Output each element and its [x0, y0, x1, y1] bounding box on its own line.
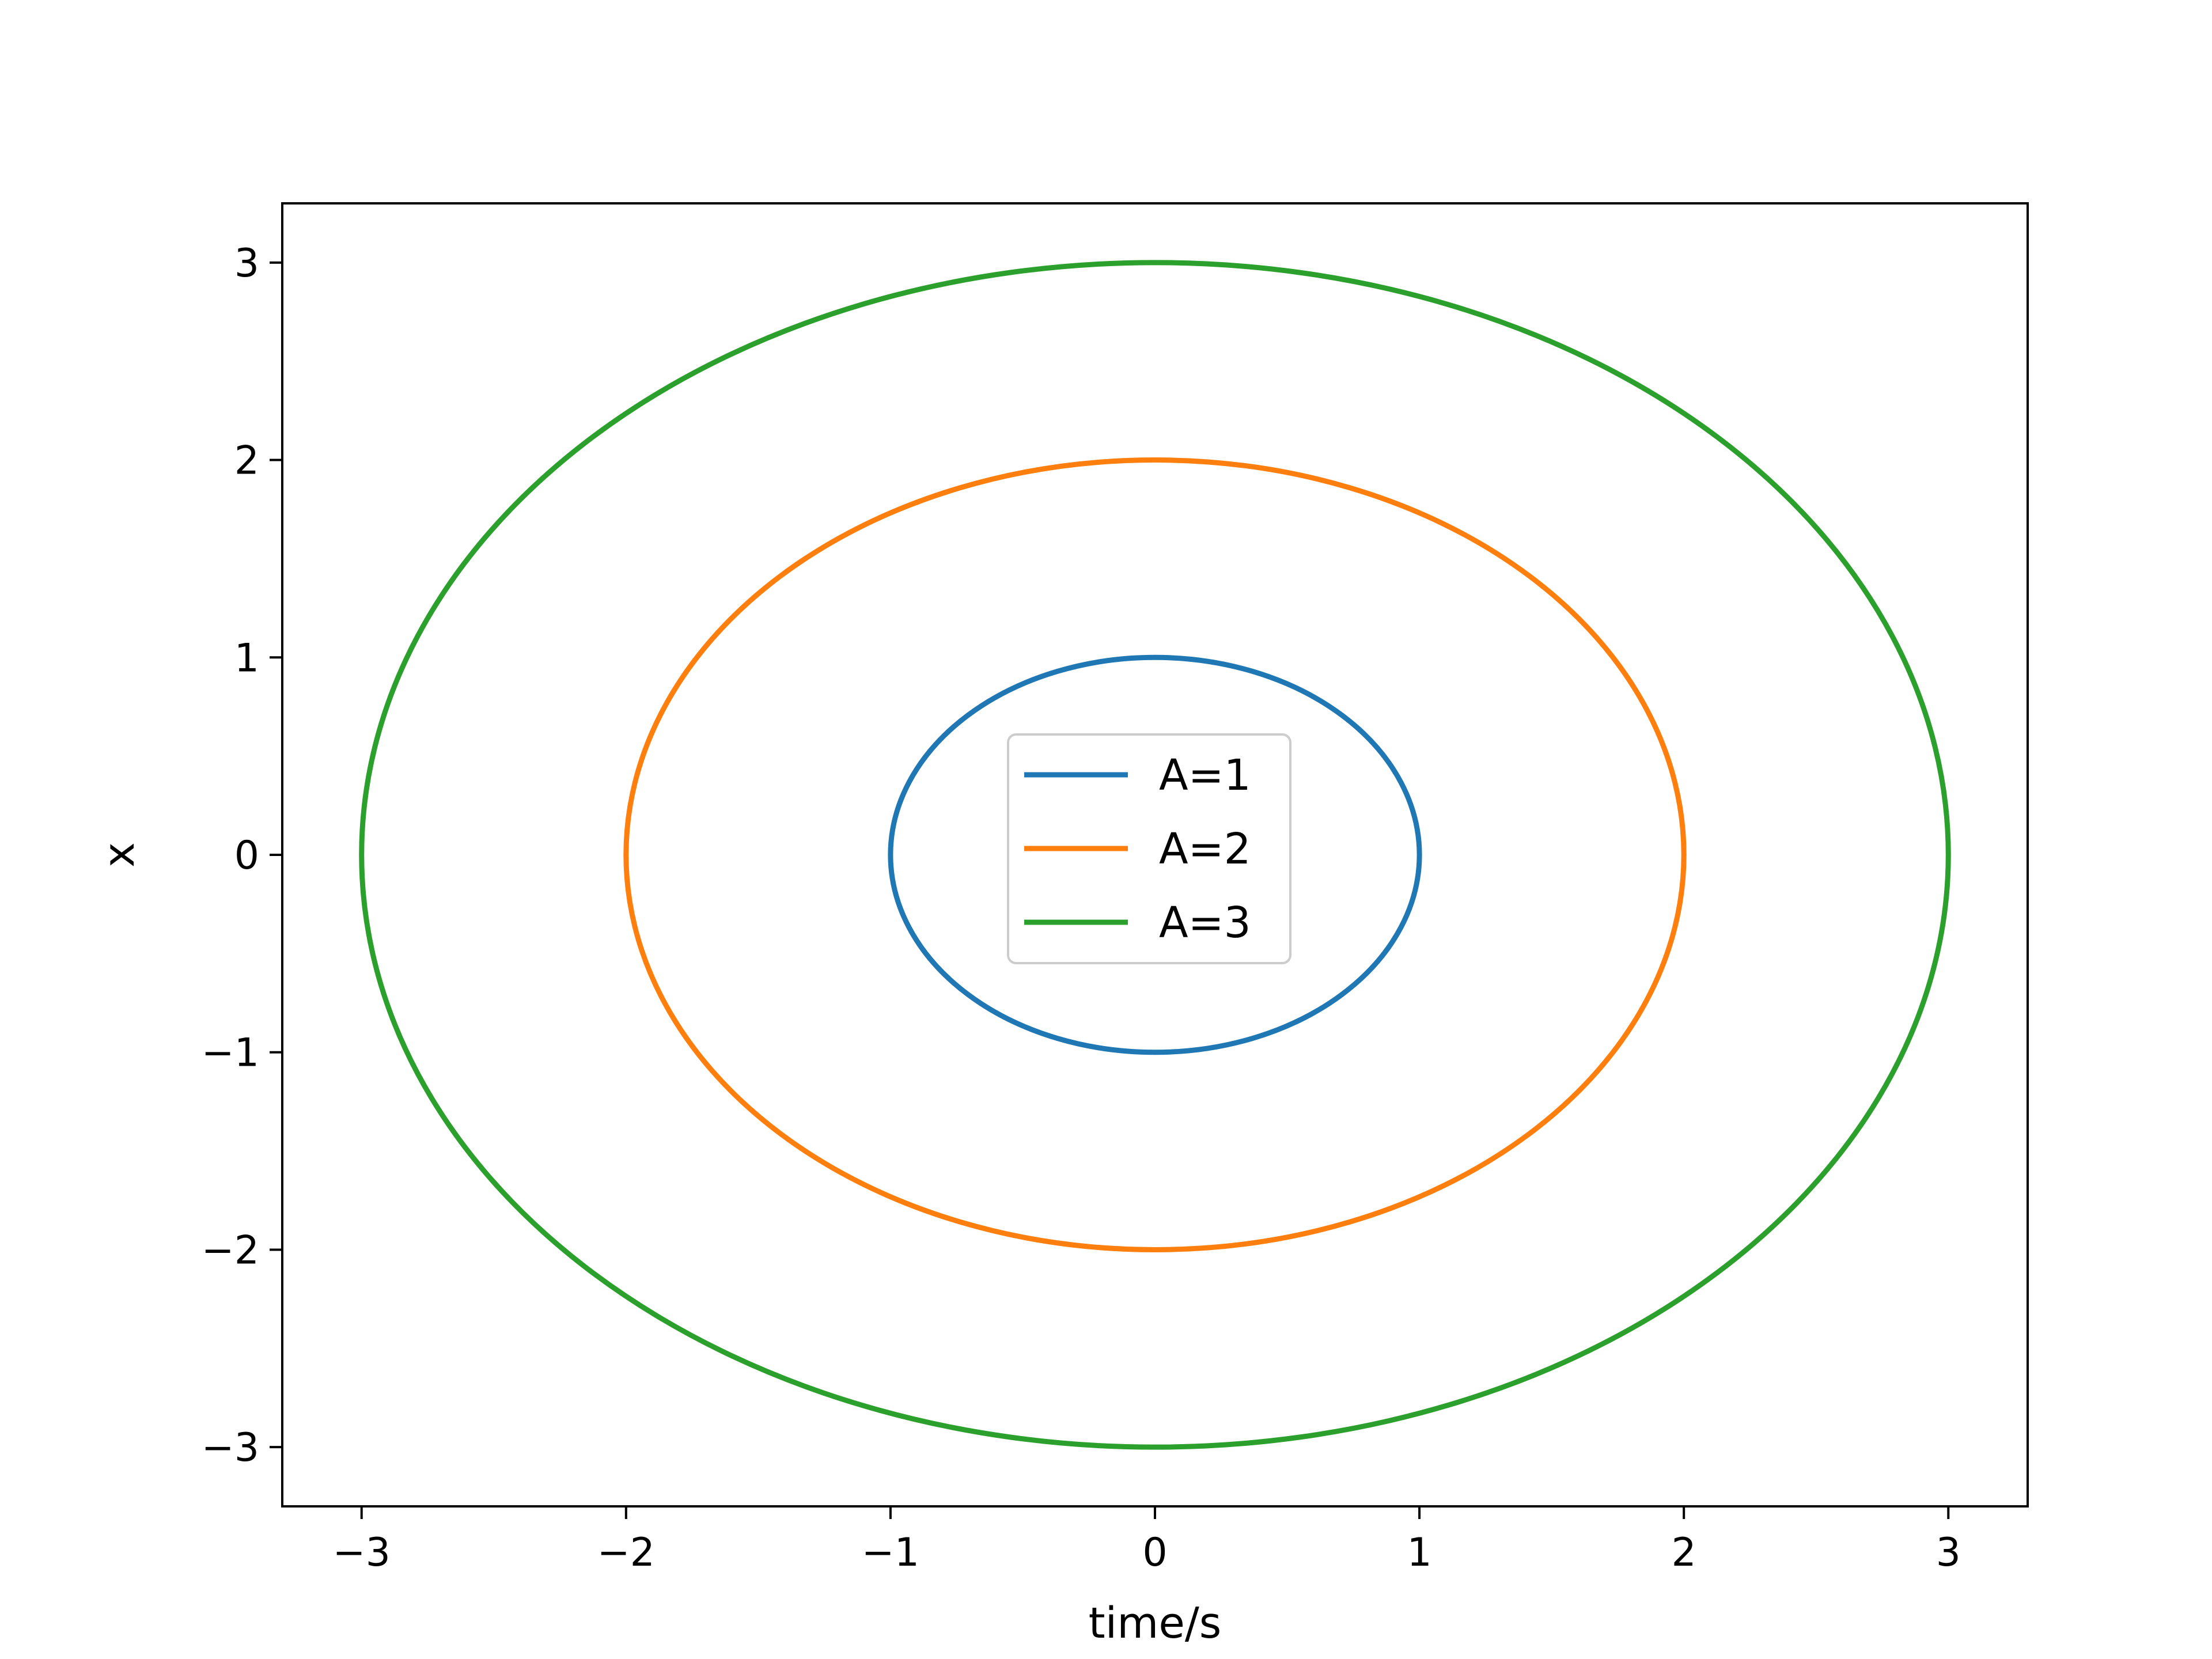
x-tick-label: −1 [862, 1530, 919, 1575]
y-tick-label: 3 [234, 241, 259, 286]
series-line-3 [359, 260, 1951, 1450]
x-tick-label: −2 [597, 1530, 655, 1575]
y-axis: −3 −2 −1 0 1 2 3 [202, 241, 282, 1471]
x-tick-label: 3 [1936, 1530, 1961, 1575]
x-tick-label: 2 [1672, 1530, 1696, 1575]
x-tick-label: −3 [333, 1530, 391, 1575]
y-tick-label: 1 [234, 635, 259, 681]
y-tick-label: 2 [234, 438, 259, 484]
legend: A=1 A=2 A=3 [1007, 733, 1291, 964]
x-axis: −3 −2 −1 0 1 2 3 [333, 1506, 1961, 1575]
legend-label-1: A=1 [1159, 751, 1251, 800]
x-tick-label: 1 [1407, 1530, 1431, 1575]
y-axis-label: x [94, 842, 144, 868]
y-tick-label: −1 [202, 1031, 259, 1076]
series-layer [359, 260, 1951, 1450]
legend-label-2: A=2 [1159, 824, 1251, 874]
series-line-1 [888, 654, 1422, 1055]
x-tick-label: 0 [1142, 1530, 1167, 1575]
y-tick-label: −3 [202, 1425, 259, 1471]
y-tick-label: −2 [202, 1228, 259, 1273]
legend-label-3: A=3 [1159, 898, 1251, 948]
series-line-2 [623, 457, 1687, 1252]
x-axis-label: time/s [1089, 1599, 1222, 1648]
y-tick-label: 0 [234, 833, 259, 878]
legend-box [1007, 733, 1291, 964]
